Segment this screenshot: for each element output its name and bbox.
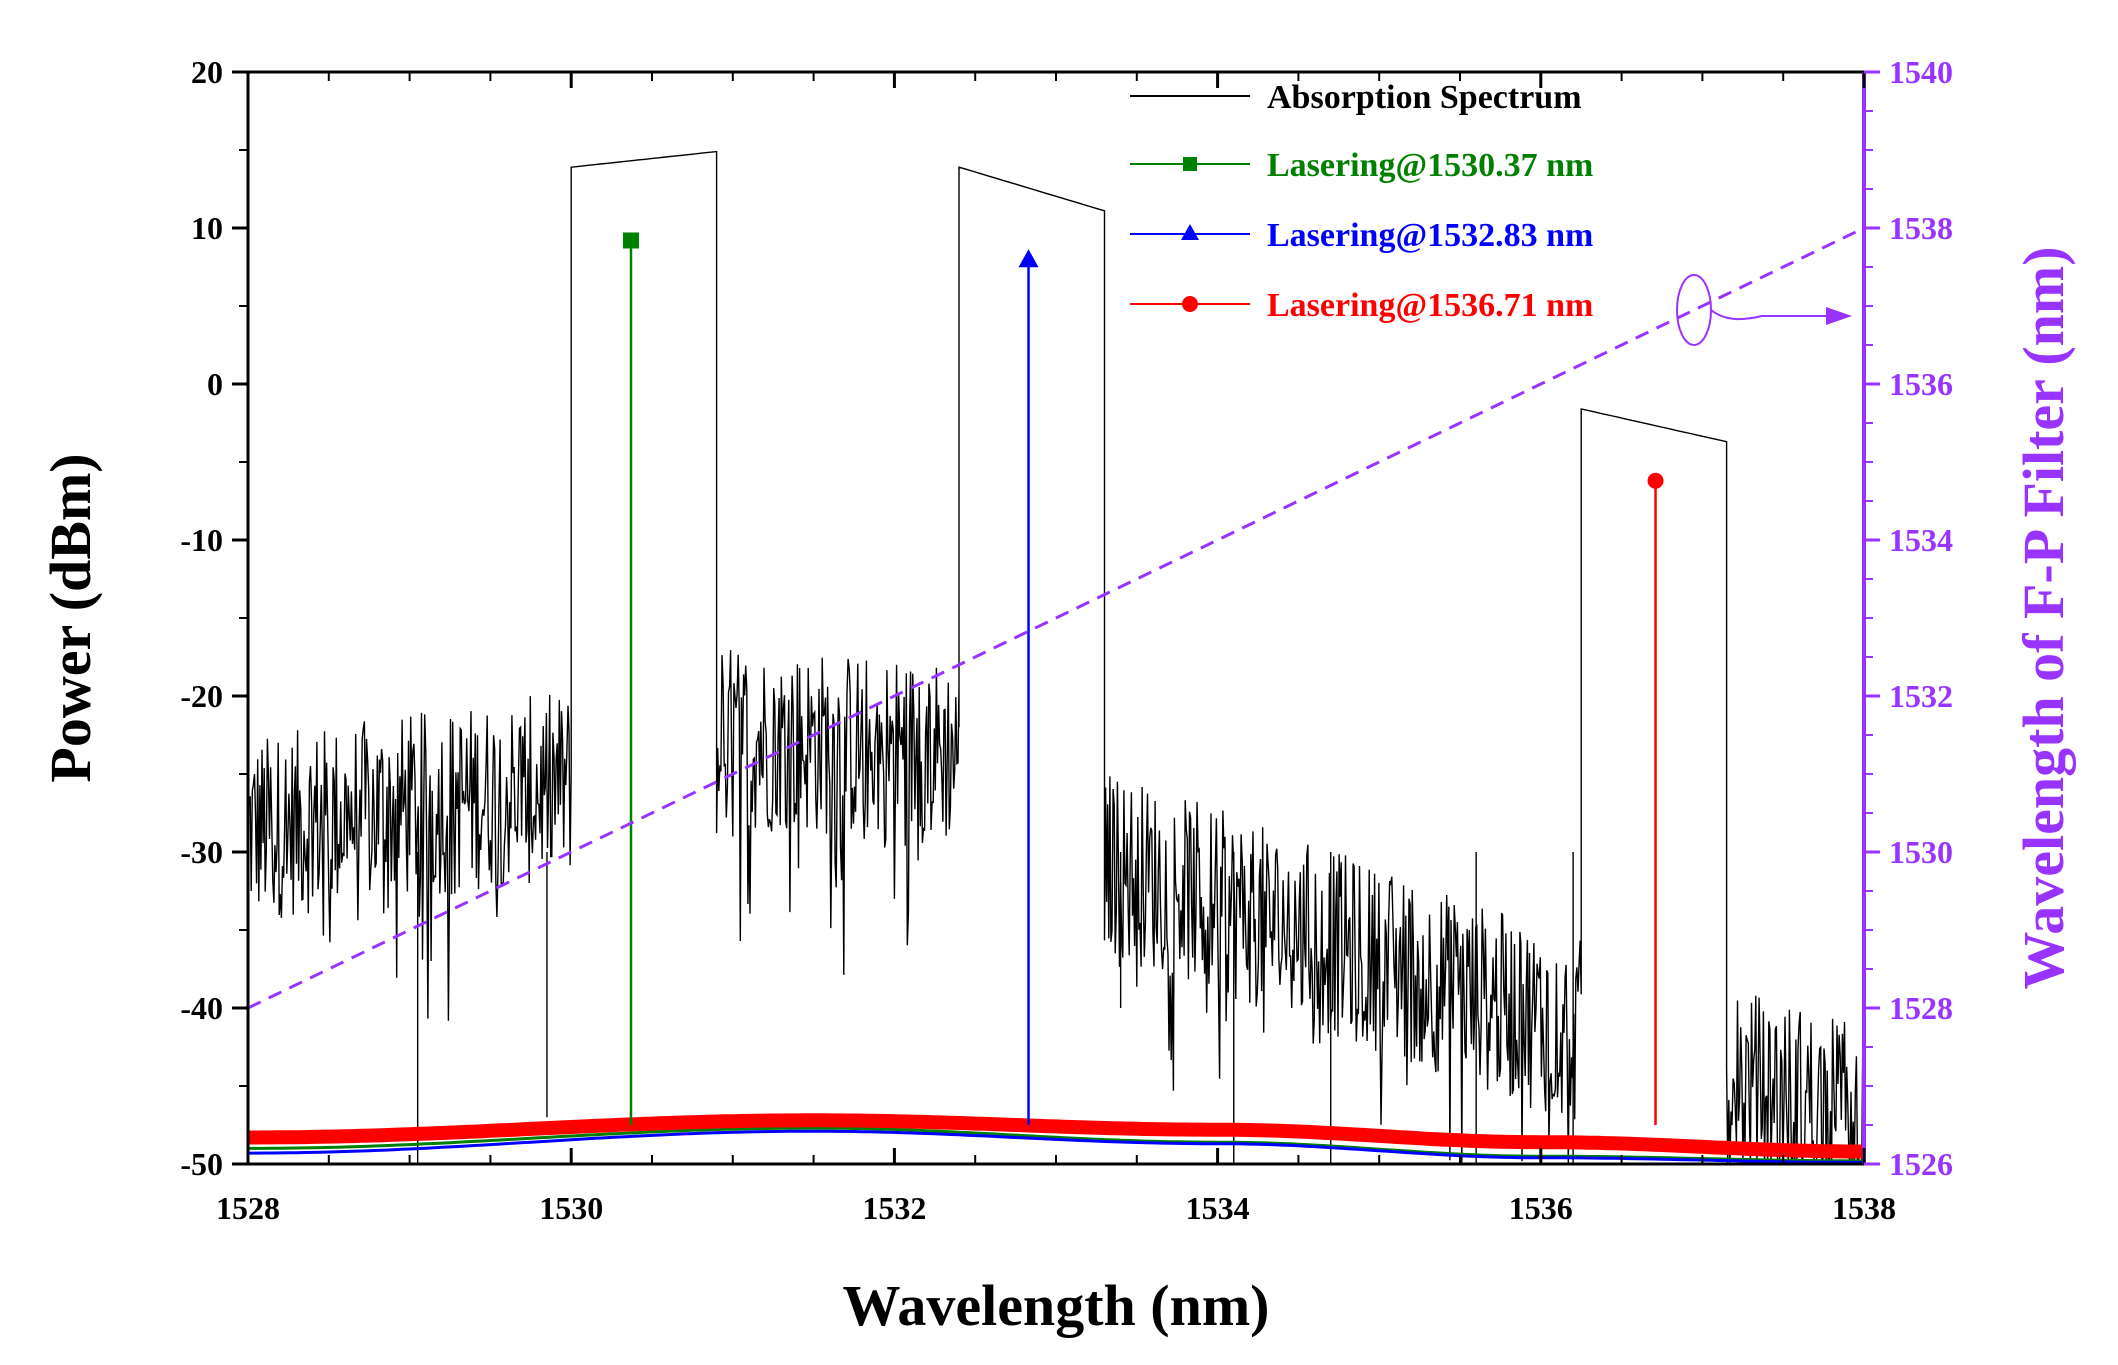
lasering-1532-marker xyxy=(1018,249,1039,268)
right-y-axis-title: Wavelength of F-P Filter (nm) xyxy=(2011,246,2076,989)
y-right-tick-label: 1526 xyxy=(1889,1146,1953,1182)
peak-markers xyxy=(622,232,1664,489)
x-tick-label: 1534 xyxy=(1186,1190,1250,1226)
annotation-arrow-line xyxy=(1710,309,1830,321)
x-tick-label: 1530 xyxy=(539,1190,603,1226)
axes-layer: 1528 1530 1532 1534 1536 1538 20 10 0 -10 -20 -30 -4… xyxy=(180,54,1953,1226)
data-layer xyxy=(248,150,1864,1164)
x-axis-title: Wavelength (nm) xyxy=(843,1273,1270,1338)
y-tick-label: -40 xyxy=(180,990,223,1026)
annotation-arrow-head xyxy=(1826,307,1852,325)
lasering-1536-marker xyxy=(1647,472,1664,489)
y-tick-label: 20 xyxy=(191,54,223,90)
legend-marker-circle xyxy=(1182,296,1198,312)
x-tick-label: 1528 xyxy=(216,1190,280,1226)
y-tick-label: -50 xyxy=(180,1146,223,1182)
y-axis-title: Power (dBm) xyxy=(38,453,103,782)
lasering-1536-floor xyxy=(248,1113,1864,1159)
legend-label-absorption: Absorption Spectrum xyxy=(1267,79,1582,116)
legend: Absorption Spectrum Lasering@1530.37 nm … xyxy=(1130,79,1593,324)
y-tick-label: 10 xyxy=(191,210,223,246)
y-right-tick-label: 1528 xyxy=(1889,990,1953,1026)
y-tick-label: 0 xyxy=(207,366,223,402)
legend-label-1532: Lasering@1532.83 nm xyxy=(1267,217,1593,254)
fp-filter-dashed-line xyxy=(248,226,1864,1010)
lasering-1530-floor xyxy=(248,1126,1864,1163)
y-tick-label: -30 xyxy=(180,834,223,870)
lasering-1532-floor xyxy=(248,1129,1864,1164)
y-tick-label: -10 xyxy=(180,522,223,558)
right-axis-annotation xyxy=(1676,274,1852,346)
x-tick-label: 1532 xyxy=(862,1190,926,1226)
legend-label-1530: Lasering@1530.37 nm xyxy=(1267,147,1593,184)
y-right-tick-label: 1538 xyxy=(1889,210,1953,246)
absorption-spectrum-line xyxy=(248,150,1864,1164)
y-right-tick-label: 1532 xyxy=(1889,678,1953,714)
annotation-ellipse xyxy=(1676,274,1712,346)
x-tick-label: 1536 xyxy=(1509,1190,1573,1226)
y-right-tick-label: 1534 xyxy=(1889,522,1953,558)
y-right-tick-label: 1536 xyxy=(1889,366,1953,402)
legend-marker-square xyxy=(1183,157,1197,171)
y-tick-label: -20 xyxy=(180,678,223,714)
lasering-1530-marker xyxy=(622,232,639,249)
y-right-tick-label: 1530 xyxy=(1889,834,1953,870)
legend-label-1536: Lasering@1536.71 nm xyxy=(1267,287,1593,324)
legend-marker-triangle xyxy=(1181,224,1199,240)
y-right-tick-label: 1540 xyxy=(1889,54,1953,90)
x-tick-label: 1538 xyxy=(1832,1190,1896,1226)
